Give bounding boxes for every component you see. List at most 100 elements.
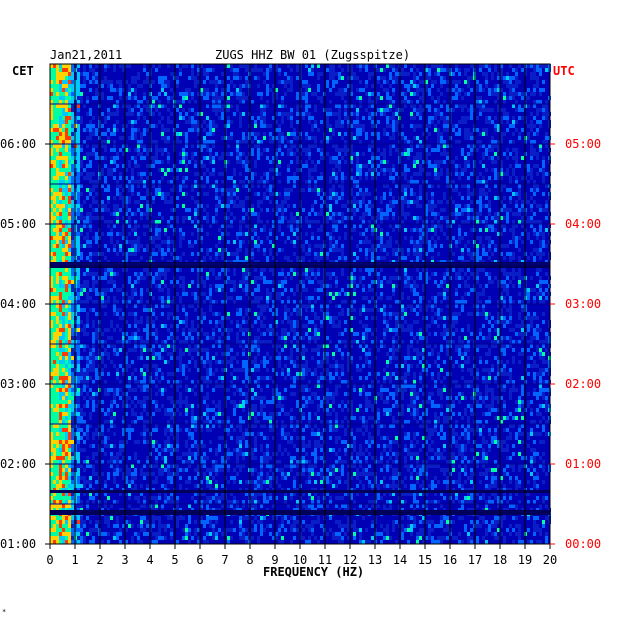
spectrogram-cell — [428, 208, 431, 212]
spectrogram-cell — [542, 240, 545, 244]
spectrogram-cell — [191, 64, 194, 68]
spectrogram-cell — [455, 84, 458, 88]
spectrogram-cell — [380, 76, 383, 80]
spectrogram-cell — [308, 136, 311, 140]
spectrogram-cell — [167, 152, 170, 156]
spectrogram-cell — [368, 272, 371, 276]
spectrogram-cell — [389, 136, 392, 140]
spectrogram-cell — [278, 112, 281, 116]
spectrogram-cell — [515, 80, 518, 84]
spectrogram-cell — [497, 128, 500, 132]
spectrogram-cell — [365, 228, 368, 232]
spectrogram-cell — [356, 244, 359, 248]
spectrogram-cell — [326, 292, 329, 296]
spectrogram-cell — [389, 276, 392, 280]
spectrogram-cell — [86, 272, 89, 276]
spectrogram-cell — [53, 292, 56, 296]
spectrogram-cell — [455, 64, 458, 68]
spectrogram-cell — [194, 300, 197, 304]
spectrogram-cell — [434, 116, 437, 120]
spectrogram-cell — [377, 244, 380, 248]
spectrogram-cell — [545, 132, 548, 136]
spectrogram-cell — [515, 152, 518, 156]
spectrogram-cell — [488, 208, 491, 212]
spectrogram-cell — [470, 112, 473, 116]
spectrogram-cell — [335, 160, 338, 164]
spectrogram-cell — [467, 176, 470, 180]
spectrogram-cell — [329, 180, 332, 184]
spectrogram-cell — [254, 312, 257, 316]
spectrogram-cell — [122, 104, 125, 108]
spectrogram-cell — [314, 136, 317, 140]
spectrogram-cell — [62, 128, 65, 132]
spectrogram-cell — [350, 148, 353, 152]
spectrogram-cell — [350, 132, 353, 136]
spectrogram-cell — [542, 180, 545, 184]
spectrogram-cell — [164, 92, 167, 96]
spectrogram-cell — [497, 76, 500, 80]
spectrogram-cell — [404, 192, 407, 196]
spectrogram-cell — [476, 256, 479, 260]
spectrogram-cell — [482, 304, 485, 308]
spectrogram-cell — [272, 160, 275, 164]
spectrogram-cell — [236, 196, 239, 200]
spectrogram-cell — [362, 308, 365, 312]
spectrogram-cell — [104, 288, 107, 292]
spectrogram-cell — [512, 172, 515, 176]
spectrogram-cell — [185, 136, 188, 140]
spectrogram-cell — [239, 120, 242, 124]
spectrogram-cell — [359, 240, 362, 244]
spectrogram-cell — [281, 152, 284, 156]
spectrogram-cell — [203, 128, 206, 132]
spectrogram-cell — [545, 140, 548, 144]
spectrogram-cell — [152, 236, 155, 240]
spectrogram-cell — [341, 120, 344, 124]
spectrogram-cell — [380, 112, 383, 116]
spectrogram-cell — [335, 276, 338, 280]
spectrogram-cell — [380, 208, 383, 212]
spectrogram-cell — [521, 96, 524, 100]
spectrogram-cell — [218, 236, 221, 240]
spectrogram-cell — [350, 276, 353, 280]
spectrogram-cell — [401, 100, 404, 104]
spectrogram-cell — [71, 252, 74, 256]
spectrogram-cell — [350, 168, 353, 172]
spectrogram-cell — [182, 100, 185, 104]
spectrogram-cell — [239, 88, 242, 92]
spectrogram-cell — [422, 288, 425, 292]
spectrogram-cell — [521, 176, 524, 180]
spectrogram-cell — [209, 284, 212, 288]
spectrogram-cell — [533, 152, 536, 156]
spectrogram-cell — [260, 176, 263, 180]
spectrogram-cell — [413, 216, 416, 220]
spectrogram-cell — [542, 280, 545, 284]
spectrogram-cell — [50, 304, 53, 308]
spectrogram-cell — [368, 112, 371, 116]
spectrogram-cell — [458, 164, 461, 168]
spectrogram-cell — [62, 300, 65, 304]
spectrogram-cell — [320, 308, 323, 312]
spectrogram-cell — [371, 256, 374, 260]
spectrogram-cell — [290, 212, 293, 216]
spectrogram-cell — [344, 140, 347, 144]
spectrogram-cell — [431, 224, 434, 228]
spectrogram-cell — [335, 240, 338, 244]
spectrogram-cell — [509, 200, 512, 204]
spectrogram-cell — [89, 176, 92, 180]
spectrogram-cell — [308, 176, 311, 180]
spectrogram-cell — [305, 164, 308, 168]
spectrogram-cell — [407, 248, 410, 252]
spectrogram-cell — [455, 132, 458, 136]
spectrogram-cell — [305, 220, 308, 224]
spectrogram-cell — [518, 268, 521, 272]
spectrogram-cell — [317, 192, 320, 196]
spectrogram-cell — [194, 152, 197, 156]
spectrogram-cell — [131, 120, 134, 124]
spectrogram-cell — [317, 64, 320, 68]
spectrogram-cell — [161, 216, 164, 220]
spectrogram-cell — [296, 224, 299, 228]
spectrogram-cell — [92, 172, 95, 176]
spectrogram-cell — [134, 280, 137, 284]
spectrogram-cell — [233, 240, 236, 244]
spectrogram-cell — [203, 136, 206, 140]
